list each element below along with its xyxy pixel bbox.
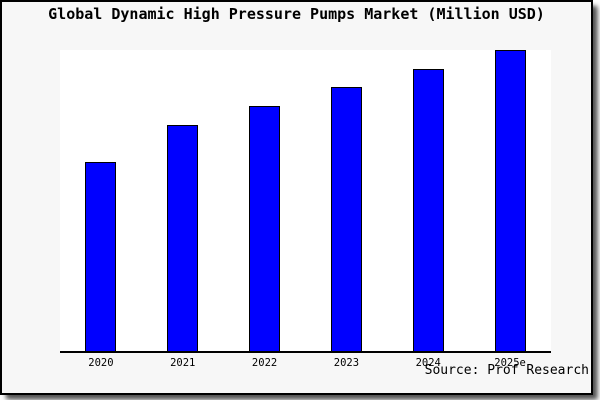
bar-2023	[330, 87, 362, 351]
bar-slot	[60, 50, 142, 351]
bar-2024	[412, 69, 444, 351]
chart-canvas: Global Dynamic High Pressure Pumps Marke…	[0, 0, 593, 395]
x-tick-label: 2020	[88, 357, 114, 369]
bar-slot	[142, 50, 224, 351]
bar-2025e	[494, 50, 526, 351]
bar-2022	[249, 106, 281, 351]
x-tick-label: 2023	[333, 357, 360, 369]
x-axis-labels: 2020 2021 2022 2023 2024 2025e	[60, 357, 551, 370]
x-tick-label: 2021	[170, 357, 196, 369]
x-tick-label: 2024	[415, 357, 441, 369]
bar-slot	[469, 50, 551, 351]
chart-title: Global Dynamic High Pressure Pumps Marke…	[48, 5, 545, 23]
bar-slot	[305, 50, 387, 351]
source-credit: Source: Prof Research	[424, 363, 589, 378]
x-tick-label: 2022	[251, 357, 278, 369]
plot-area	[60, 50, 551, 353]
bar-slot	[387, 50, 469, 351]
bar-2020	[85, 162, 117, 351]
x-tick-label: 2025e	[494, 357, 526, 369]
bar-2021	[167, 125, 199, 351]
bar-slot	[224, 50, 306, 351]
